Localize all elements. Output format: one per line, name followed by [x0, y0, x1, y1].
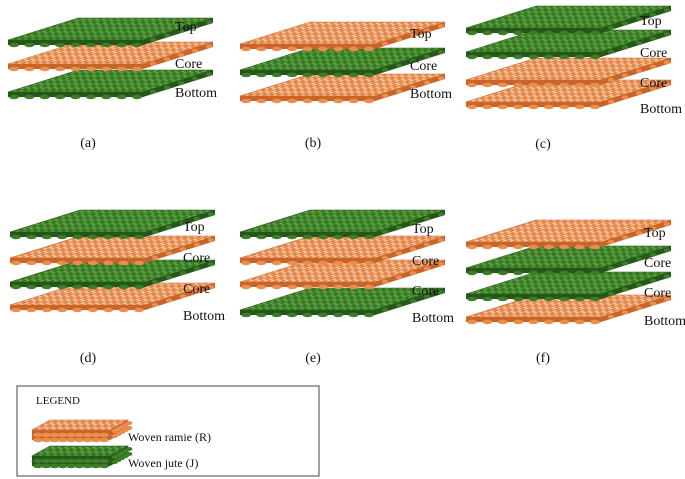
legend-label-jute: Woven jute (J) — [128, 456, 198, 470]
layer-label-core: Core — [412, 284, 439, 299]
panel-b: Top Core Bottom (b) — [239, 21, 452, 151]
layer-sheet-core — [9, 235, 216, 266]
layer-label-core: Core — [644, 286, 671, 301]
layer-sheet-bottom — [465, 79, 672, 110]
layer-sheet-top — [465, 5, 672, 36]
panel-caption: (b) — [305, 136, 322, 151]
panel-c: Top Core Core Bottom (c) — [465, 5, 682, 152]
layer-sheet-core — [239, 47, 446, 78]
panel-d: Top Core Core Bottom (d) — [9, 209, 225, 366]
panel-caption: (f) — [536, 351, 550, 366]
legend-swatch-ramie — [30, 419, 133, 443]
layer-label-core: Core — [412, 254, 439, 269]
layer-label-core: Core — [175, 57, 202, 72]
layer-label-bottom: Bottom — [175, 86, 217, 101]
layer-sheet-core — [465, 57, 672, 88]
panel-a: Top Core Bottom (a) — [7, 17, 217, 151]
layer-sheet-top — [239, 21, 446, 52]
layer-sheet-top — [239, 209, 446, 240]
legend-title: LEGEND — [36, 395, 80, 407]
legend-sheet — [30, 419, 133, 438]
layer-label-core: Core — [640, 46, 667, 61]
panel-f: Top Core Core Bottom (f) — [465, 219, 685, 366]
layer-sheet-core — [7, 41, 214, 72]
layer-sheet-core — [465, 271, 672, 302]
legend-sheet — [30, 445, 133, 464]
layer-sheet-core — [239, 235, 446, 266]
panel-caption: (c) — [535, 137, 551, 152]
legend-label-ramie: Woven ramie (R) — [128, 430, 211, 444]
layer-label-bottom: Bottom — [183, 309, 225, 324]
layer-sheet-bottom — [239, 73, 446, 104]
layer-sheet-core — [465, 245, 672, 276]
legend-box: LEGEND Woven ramie (R) Woven jute (J) — [16, 385, 320, 477]
layer-sheet-top — [9, 209, 216, 240]
layer-label-bottom: Bottom — [412, 311, 454, 326]
layer-label-top: Top — [640, 14, 662, 29]
layer-label-core: Core — [410, 59, 437, 74]
layer-label-top: Top — [644, 226, 666, 241]
layer-sheet-core — [239, 259, 446, 290]
layer-label-top: Top — [412, 222, 434, 237]
panel-caption: (d) — [80, 351, 97, 366]
panel-e: Top Core Core Bottom (e) — [239, 209, 454, 366]
panel-caption: (a) — [80, 136, 96, 151]
layer-label-core: Core — [183, 251, 210, 266]
layer-label-core: Core — [644, 256, 671, 271]
layer-sheet-core — [465, 29, 672, 60]
panel-caption: (e) — [305, 351, 321, 366]
layer-label-core: Core — [640, 76, 667, 91]
layer-label-core: Core — [183, 282, 210, 297]
layer-label-bottom: Bottom — [410, 87, 452, 102]
layer-label-top: Top — [183, 220, 205, 235]
layer-sheet-top — [7, 17, 214, 48]
layer-sheet-top — [465, 219, 672, 250]
layer-sheet-bottom — [9, 282, 216, 313]
layer-sheet-bottom — [7, 69, 214, 100]
layer-sheet-core — [9, 259, 216, 290]
layer-sheet-bottom — [239, 287, 446, 318]
legend-swatch-jute — [30, 445, 133, 469]
layer-label-bottom: Bottom — [644, 314, 685, 329]
layer-label-bottom: Bottom — [640, 102, 682, 117]
layer-label-top: Top — [175, 20, 197, 35]
layer-sheet-bottom — [465, 294, 672, 325]
layer-label-top: Top — [410, 27, 432, 42]
